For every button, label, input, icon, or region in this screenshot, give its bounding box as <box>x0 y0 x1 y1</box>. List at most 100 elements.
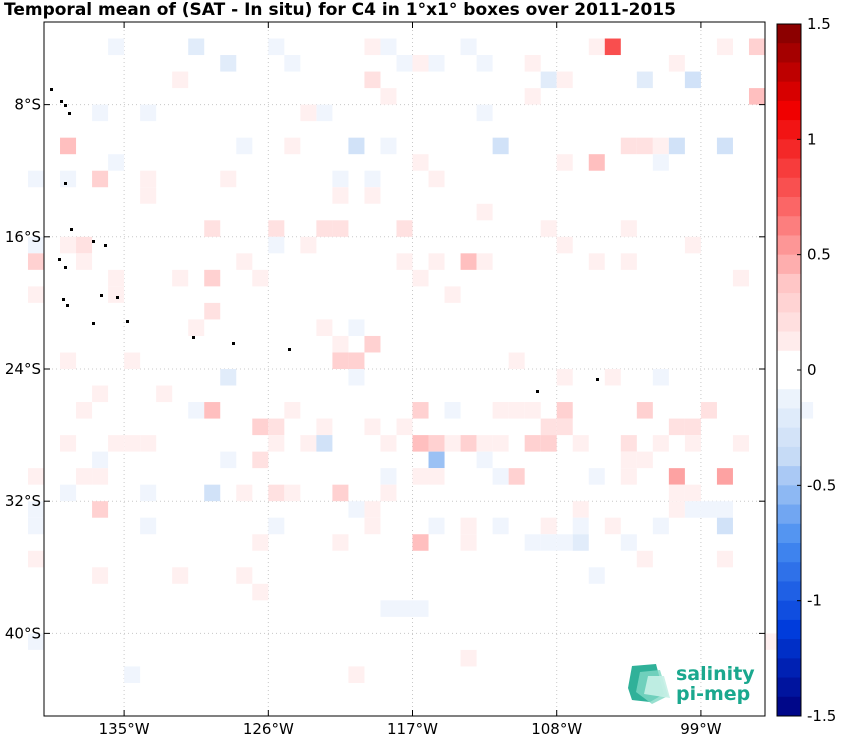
logo-line1: salinity <box>676 663 755 685</box>
heat-cell <box>364 38 381 56</box>
colorbar-segment <box>777 523 801 544</box>
heat-cell <box>620 468 637 485</box>
heat-cell <box>556 236 573 254</box>
island-speck <box>288 348 291 351</box>
heat-cell <box>188 38 205 56</box>
island-speck <box>232 342 235 345</box>
heat-cell <box>92 104 109 122</box>
heat-cell <box>716 137 733 155</box>
colorbar-segment <box>777 254 801 275</box>
heat-cell <box>476 203 493 221</box>
heat-cell <box>476 55 493 72</box>
island-speck <box>116 296 119 299</box>
heat-cell <box>348 319 365 336</box>
heat-cell <box>332 335 349 353</box>
heat-cell <box>684 71 701 89</box>
heat-cell <box>668 55 685 72</box>
y-tick-label: 32°S <box>5 492 41 510</box>
heat-cell <box>300 435 317 452</box>
heat-cell <box>476 253 493 270</box>
heat-cell <box>268 220 285 237</box>
heat-cell <box>92 170 109 188</box>
island-speck <box>62 298 65 301</box>
heat-cell <box>460 435 477 452</box>
heat-cell <box>684 236 701 254</box>
heat-cell <box>332 220 349 237</box>
heat-cell <box>380 484 397 502</box>
heat-cell <box>348 352 365 369</box>
heat-cell <box>732 435 749 452</box>
heat-cell <box>476 104 493 122</box>
island-speck <box>126 320 129 323</box>
heat-cell <box>140 104 157 122</box>
heat-cell <box>396 253 413 270</box>
heat-cell <box>92 385 109 403</box>
colorbar-segment <box>777 446 801 467</box>
heat-cell <box>620 451 637 469</box>
heat-cell <box>204 220 221 237</box>
heat-cell <box>268 38 285 56</box>
heat-cell <box>124 666 141 683</box>
heat-cell <box>652 517 669 535</box>
heat-cell <box>476 435 493 452</box>
heat-cell <box>252 269 269 287</box>
heat-cell <box>364 71 381 89</box>
y-tick-label: 40°S <box>5 624 41 642</box>
heat-cell <box>220 369 237 386</box>
heat-cell <box>332 352 349 369</box>
heat-cell <box>140 435 157 452</box>
heat-cell <box>492 517 509 535</box>
heat-cell <box>556 402 573 419</box>
heat-cell <box>108 286 125 303</box>
heat-cell <box>476 451 493 469</box>
heat-cell <box>172 269 189 287</box>
heat-cell <box>652 435 669 452</box>
colorbar-segment <box>777 43 801 63</box>
heat-cell <box>460 649 477 667</box>
island-speck <box>64 182 67 185</box>
heat-cell <box>716 517 733 535</box>
heat-cell <box>428 517 445 535</box>
heat-cell <box>268 418 285 436</box>
heat-cell <box>716 468 733 485</box>
heat-cell <box>188 319 205 336</box>
colorbar-segment <box>777 600 801 621</box>
colorbar-segment <box>777 408 801 429</box>
heat-cell <box>684 484 701 502</box>
heat-cell <box>460 517 477 535</box>
colorbar-segment <box>777 293 801 313</box>
heat-cell <box>204 484 221 502</box>
heat-cell <box>524 534 541 551</box>
heat-cell <box>252 451 269 469</box>
heat-cell <box>428 55 445 72</box>
island-speck <box>66 304 69 307</box>
heat-cell <box>572 435 589 452</box>
heat-cell <box>380 137 397 155</box>
heat-cell <box>428 435 445 452</box>
heat-cell <box>716 501 733 518</box>
colorbar-segment <box>777 81 801 102</box>
heat-cell <box>620 253 637 270</box>
heat-cell <box>92 451 109 469</box>
heat-cell <box>668 137 685 155</box>
heat-cell <box>316 319 333 336</box>
colorbar-tick-label: 0 <box>807 361 817 379</box>
island-speck <box>60 100 63 103</box>
island-speck <box>68 112 71 115</box>
salinity-pi-mep-logo: salinity pi-mep <box>628 663 755 705</box>
heat-cell <box>588 154 605 171</box>
heat-cell <box>396 600 413 617</box>
heat-cell <box>652 154 669 171</box>
heat-cell <box>540 71 557 89</box>
heat-cell <box>684 418 701 436</box>
heat-cell <box>508 468 525 485</box>
heat-cell <box>556 71 573 89</box>
heat-cell <box>284 402 301 419</box>
heat-cell <box>220 55 237 72</box>
heat-cell <box>268 484 285 502</box>
heat-cell <box>140 170 157 188</box>
heat-cell <box>620 220 637 237</box>
colorbar-segment <box>777 120 801 140</box>
island-speck <box>596 378 599 381</box>
heat-cell <box>668 418 685 436</box>
